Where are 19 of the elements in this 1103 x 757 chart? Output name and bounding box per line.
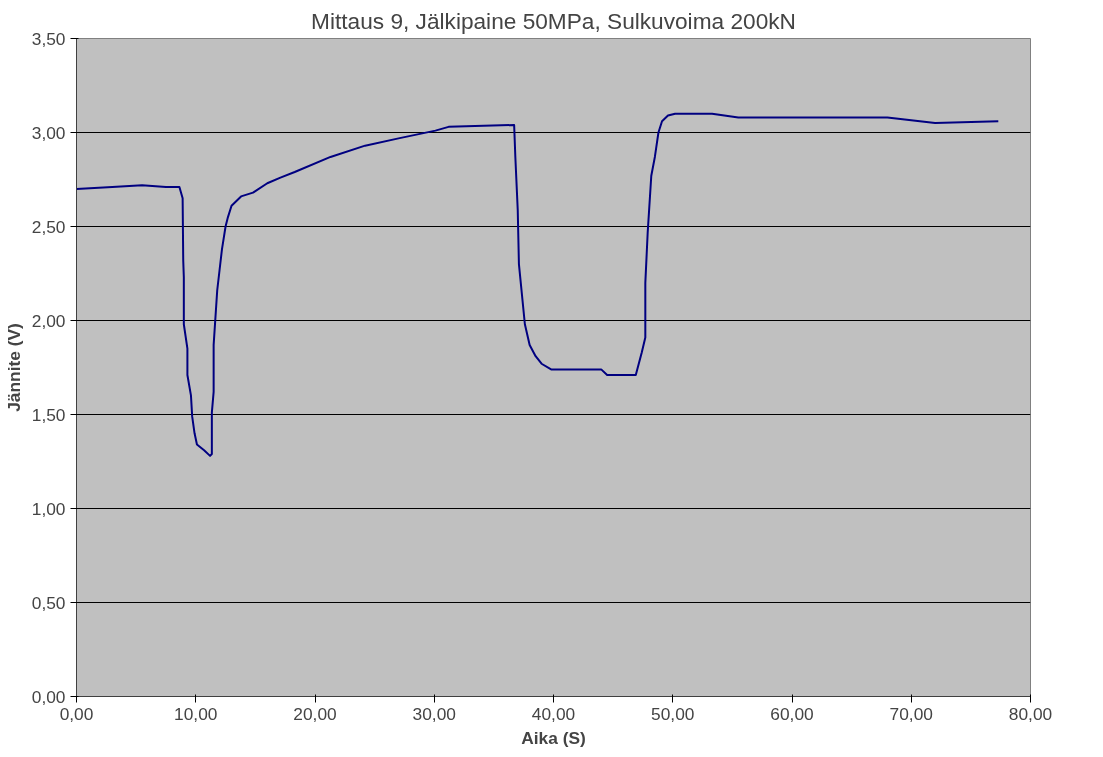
x-tick-label: 20,00 <box>293 703 337 724</box>
y-axis-title: Jännite (V) <box>3 323 24 412</box>
y-tick-label: 1,00 <box>31 498 66 519</box>
x-tick-label: 50,00 <box>651 703 695 724</box>
x-tick-label: 60,00 <box>770 703 814 724</box>
y-tick-label: 3,00 <box>31 122 66 143</box>
y-tick-label: 2,50 <box>31 216 66 237</box>
chart-title: Mittaus 9, Jälkipaine 50MPa, Sulkuvoima 200kN <box>311 7 796 34</box>
x-tick-label: 80,00 <box>1008 703 1053 724</box>
x-tick-label: 30,00 <box>412 703 456 724</box>
x-tick-label: 40,00 <box>531 703 576 724</box>
y-tick-label: 2,00 <box>31 310 66 331</box>
y-tick-label: 1,50 <box>31 404 66 425</box>
x-tick-label: 70,00 <box>889 703 933 724</box>
x-axis-title: Aika (S) <box>521 727 586 748</box>
x-tick-label: 10,00 <box>174 703 218 724</box>
line-series <box>76 112 1000 457</box>
y-tick-label: 0,50 <box>31 592 66 613</box>
y-tick-label: 3,50 <box>31 28 66 49</box>
